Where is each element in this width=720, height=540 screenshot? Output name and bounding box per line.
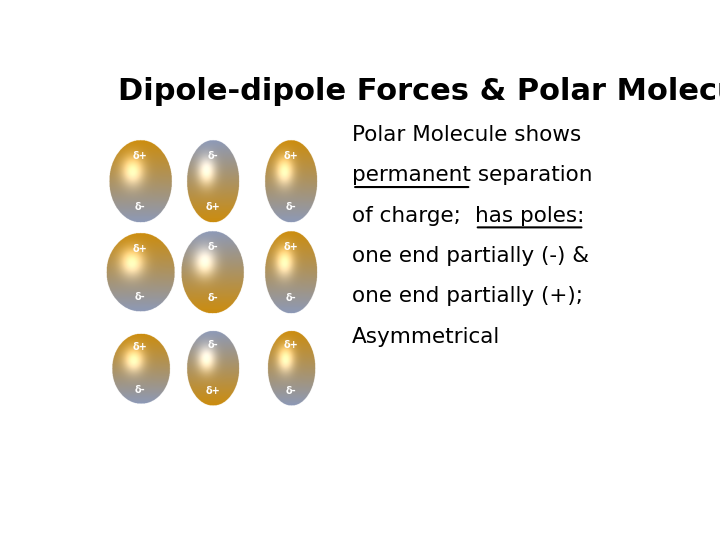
Text: δ+: δ+ [284,340,298,350]
Text: δ-: δ- [207,340,218,350]
Text: δ-: δ- [286,293,296,303]
Text: of charge;: of charge; [352,206,475,226]
Text: separation: separation [471,165,593,185]
Text: δ-: δ- [286,386,296,396]
Text: δ+: δ+ [133,244,148,254]
Text: δ-: δ- [207,293,218,303]
Text: δ-: δ- [286,201,296,212]
Text: has poles:: has poles: [475,206,584,226]
Text: one end partially (+);: one end partially (+); [352,286,583,306]
Text: Dipole-dipole Forces & Polar Molecules: Dipole-dipole Forces & Polar Molecules [118,77,720,106]
Text: δ+: δ+ [284,242,298,252]
Text: δ+: δ+ [133,342,148,352]
Text: δ+: δ+ [133,151,148,161]
Text: Asymmetrical: Asymmetrical [352,327,500,347]
Text: Polar Molecule shows: Polar Molecule shows [352,125,582,145]
Text: δ-: δ- [207,242,218,252]
Text: δ-: δ- [135,201,145,212]
Text: one end partially (-) &: one end partially (-) & [352,246,590,266]
Text: δ+: δ+ [205,201,220,212]
Text: permanent: permanent [352,165,471,185]
Text: δ-: δ- [135,292,145,302]
Text: δ-: δ- [207,151,218,161]
Text: δ+: δ+ [205,386,220,396]
Text: δ+: δ+ [284,151,298,161]
Text: δ-: δ- [135,385,145,395]
